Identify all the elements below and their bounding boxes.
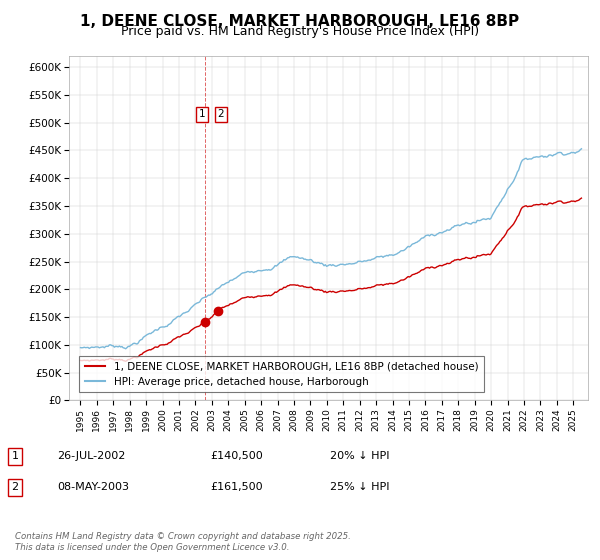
Text: 1, DEENE CLOSE, MARKET HARBOROUGH, LE16 8BP: 1, DEENE CLOSE, MARKET HARBOROUGH, LE16 … [80, 14, 520, 29]
Text: 2: 2 [11, 482, 19, 492]
Text: 1: 1 [199, 109, 205, 119]
Text: £161,500: £161,500 [210, 482, 263, 492]
Text: Price paid vs. HM Land Registry's House Price Index (HPI): Price paid vs. HM Land Registry's House … [121, 25, 479, 38]
Legend: 1, DEENE CLOSE, MARKET HARBOROUGH, LE16 8BP (detached house), HPI: Average price: 1, DEENE CLOSE, MARKET HARBOROUGH, LE16 … [79, 356, 484, 392]
Text: 26-JUL-2002: 26-JUL-2002 [57, 451, 125, 461]
Text: Contains HM Land Registry data © Crown copyright and database right 2025.
This d: Contains HM Land Registry data © Crown c… [15, 532, 351, 552]
Text: 25% ↓ HPI: 25% ↓ HPI [330, 482, 389, 492]
Text: 20% ↓ HPI: 20% ↓ HPI [330, 451, 389, 461]
Text: 08-MAY-2003: 08-MAY-2003 [57, 482, 129, 492]
Text: £140,500: £140,500 [210, 451, 263, 461]
Text: 2: 2 [217, 109, 224, 119]
Text: 1: 1 [11, 451, 19, 461]
